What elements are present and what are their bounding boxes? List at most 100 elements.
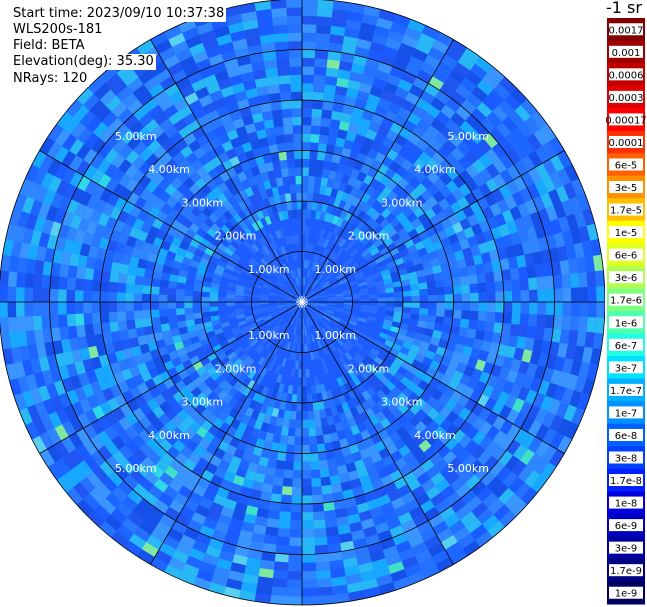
- field-cell: [179, 84, 196, 98]
- field-cell: [118, 445, 134, 460]
- field-cell: [26, 404, 41, 422]
- field-cell: [534, 408, 549, 425]
- field-cell: [140, 221, 153, 234]
- field-cell: [184, 313, 194, 321]
- field-cell: [178, 125, 192, 139]
- field-cell: [495, 121, 512, 138]
- field-cell: [231, 343, 241, 352]
- field-cell: [343, 231, 352, 241]
- field-cell: [302, 495, 313, 504]
- field-cell: [415, 138, 430, 152]
- field-cell: [306, 288, 313, 296]
- field-cell: [125, 356, 137, 369]
- field-cell: [326, 334, 334, 343]
- field-cell: [25, 213, 38, 231]
- field-cell: [489, 127, 505, 144]
- field-cell: [482, 229, 495, 243]
- field-cell: [380, 89, 395, 103]
- field-cell: [393, 286, 403, 293]
- field-cell: [346, 194, 356, 205]
- field-cell: [238, 404, 249, 415]
- field-cell: [251, 532, 266, 544]
- field-cell: [329, 277, 338, 284]
- field-cell: [287, 24, 302, 34]
- field-cell: [386, 352, 397, 362]
- field-cell: [387, 489, 402, 502]
- field-cell: [276, 451, 287, 462]
- field-cell: [302, 259, 305, 269]
- field-cell: [186, 381, 198, 393]
- field-cell: [254, 331, 263, 340]
- field-cell: [243, 251, 252, 260]
- field-cell: [313, 410, 321, 420]
- field-cell: [335, 337, 344, 346]
- field-cell: [256, 365, 265, 375]
- field-cell: [509, 267, 520, 281]
- field-cell: [292, 385, 298, 395]
- field-cell: [502, 312, 513, 324]
- field-cell: [276, 298, 286, 301]
- field-cell: [195, 200, 207, 212]
- field-cell: [226, 302, 235, 306]
- field-cell: [2, 348, 14, 365]
- field-cell: [353, 432, 364, 444]
- field-cell: [431, 389, 444, 401]
- field-cell: [283, 245, 289, 254]
- field-cell: [203, 217, 215, 228]
- azimuth-spoke: [301, 301, 454, 565]
- field-cell: [333, 268, 342, 276]
- field-cell: [339, 229, 348, 239]
- field-cell: [69, 374, 82, 390]
- field-cell: [279, 275, 287, 284]
- field-cell: [7, 271, 18, 288]
- field-cell: [349, 71, 363, 83]
- field-cell: [482, 95, 499, 112]
- field-cell: [371, 33, 388, 46]
- field-cell: [455, 382, 467, 395]
- field-cell: [512, 302, 521, 314]
- field-cell: [184, 295, 193, 302]
- field-cell: [370, 451, 383, 464]
- field-cell: [308, 334, 313, 344]
- field-cell: [114, 196, 128, 211]
- field-cell: [260, 171, 270, 182]
- field-cell: [312, 282, 319, 290]
- field-cell: [126, 274, 136, 285]
- field-cell: [346, 275, 356, 282]
- field-cell: [411, 541, 429, 556]
- field-cell: [529, 211, 543, 227]
- field-cell: [229, 274, 240, 282]
- field-cell: [242, 115, 255, 126]
- field-cell: [449, 39, 468, 55]
- field-cell: [271, 484, 283, 495]
- field-cell: [206, 81, 221, 95]
- field-cell: [48, 411, 63, 429]
- field-cell: [317, 307, 327, 312]
- range-label: 4.00km: [414, 163, 456, 176]
- field-cell: [165, 196, 178, 209]
- field-cell: [302, 226, 306, 235]
- field-cell: [217, 459, 231, 472]
- field-cell: [218, 214, 229, 225]
- field-cell: [378, 332, 389, 340]
- field-cell: [195, 86, 210, 100]
- field-cell: [277, 295, 286, 299]
- field-cell: [414, 421, 427, 434]
- field-cell: [290, 307, 297, 315]
- field-cell: [79, 243, 91, 257]
- field-cell: [90, 434, 105, 451]
- field-cell: [333, 256, 342, 265]
- field-cell: [243, 309, 253, 315]
- field-cell: [281, 392, 288, 402]
- center-marker: [301, 296, 306, 303]
- field-cell: [225, 332, 235, 341]
- field-cell: [203, 431, 215, 444]
- field-cell: [369, 85, 384, 98]
- field-cell: [356, 467, 369, 479]
- field-cell: [356, 199, 367, 211]
- field-cell: [288, 291, 296, 298]
- field-cell: [320, 237, 327, 247]
- field-cell: [294, 343, 298, 353]
- field-cell: [230, 367, 241, 378]
- field-cell: [381, 186, 393, 198]
